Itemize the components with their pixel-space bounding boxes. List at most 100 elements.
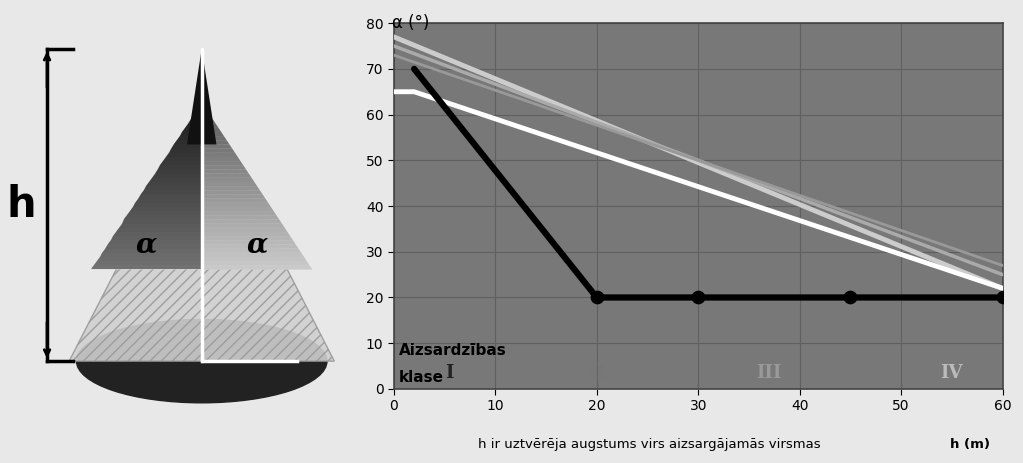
Polygon shape [141,190,202,194]
Polygon shape [196,107,202,111]
Polygon shape [141,190,263,194]
Polygon shape [202,228,287,232]
Polygon shape [152,174,202,178]
Polygon shape [202,186,260,190]
Polygon shape [117,228,202,232]
Polygon shape [202,182,257,186]
Polygon shape [114,232,291,236]
Polygon shape [99,253,304,257]
Polygon shape [127,211,202,215]
Polygon shape [202,149,235,153]
Polygon shape [202,194,265,199]
Polygon shape [202,244,299,249]
Polygon shape [202,211,276,215]
Polygon shape [202,153,237,157]
Text: I: I [445,364,454,382]
Polygon shape [202,224,284,228]
Polygon shape [130,207,273,211]
Polygon shape [146,182,202,186]
Polygon shape [122,219,202,224]
Polygon shape [133,203,271,207]
Text: klase: klase [399,370,444,385]
Polygon shape [143,186,260,190]
Polygon shape [202,136,226,140]
Text: α (°): α (°) [392,14,430,32]
Polygon shape [105,244,202,249]
Text: h: h [6,184,36,226]
Polygon shape [163,157,202,161]
Polygon shape [125,215,279,219]
Polygon shape [169,149,235,153]
Polygon shape [202,253,304,257]
Polygon shape [110,236,202,240]
Polygon shape [117,228,287,232]
Point [994,294,1011,301]
Polygon shape [166,153,237,157]
Polygon shape [182,128,221,132]
Polygon shape [122,219,282,224]
Polygon shape [193,111,210,115]
Polygon shape [180,132,202,136]
Polygon shape [152,174,252,178]
Point [690,294,706,301]
Polygon shape [99,253,202,257]
Polygon shape [107,240,296,244]
Polygon shape [185,124,218,128]
Text: α: α [136,231,158,258]
Polygon shape [125,215,202,219]
Polygon shape [177,136,202,140]
Polygon shape [163,157,240,161]
Polygon shape [202,165,246,169]
Polygon shape [91,265,312,269]
Polygon shape [110,236,293,240]
Polygon shape [166,153,202,157]
Polygon shape [177,136,226,140]
Polygon shape [127,211,276,215]
Polygon shape [202,219,282,224]
Polygon shape [135,199,268,203]
Polygon shape [202,119,216,124]
Polygon shape [202,178,254,182]
Polygon shape [202,107,208,111]
Polygon shape [149,178,254,182]
Text: α: α [247,231,268,258]
Polygon shape [182,128,202,132]
Ellipse shape [77,319,327,403]
Text: IV: IV [940,364,963,382]
Polygon shape [154,169,249,174]
Polygon shape [202,232,291,236]
Text: Aizsardzības: Aizsardzības [399,343,506,357]
Polygon shape [202,140,229,144]
Polygon shape [202,132,224,136]
Polygon shape [105,244,299,249]
Polygon shape [119,224,202,228]
Polygon shape [158,165,246,169]
Polygon shape [107,240,202,244]
Polygon shape [180,132,224,136]
Polygon shape [174,140,229,144]
Polygon shape [169,149,202,153]
Polygon shape [202,249,301,253]
Polygon shape [135,199,202,203]
Polygon shape [146,182,257,186]
Polygon shape [94,261,309,265]
Polygon shape [171,144,232,149]
Polygon shape [161,161,243,165]
Polygon shape [202,261,309,265]
Polygon shape [202,207,273,211]
Polygon shape [202,199,268,203]
Polygon shape [190,115,202,119]
Polygon shape [70,103,335,361]
Polygon shape [133,203,202,207]
Polygon shape [149,178,202,182]
Polygon shape [174,140,202,144]
Polygon shape [198,103,202,107]
Polygon shape [97,257,307,261]
Polygon shape [202,111,210,115]
Polygon shape [188,119,202,124]
Polygon shape [119,224,284,228]
Polygon shape [202,124,218,128]
Polygon shape [202,128,221,132]
Polygon shape [190,115,213,119]
Polygon shape [91,265,202,269]
